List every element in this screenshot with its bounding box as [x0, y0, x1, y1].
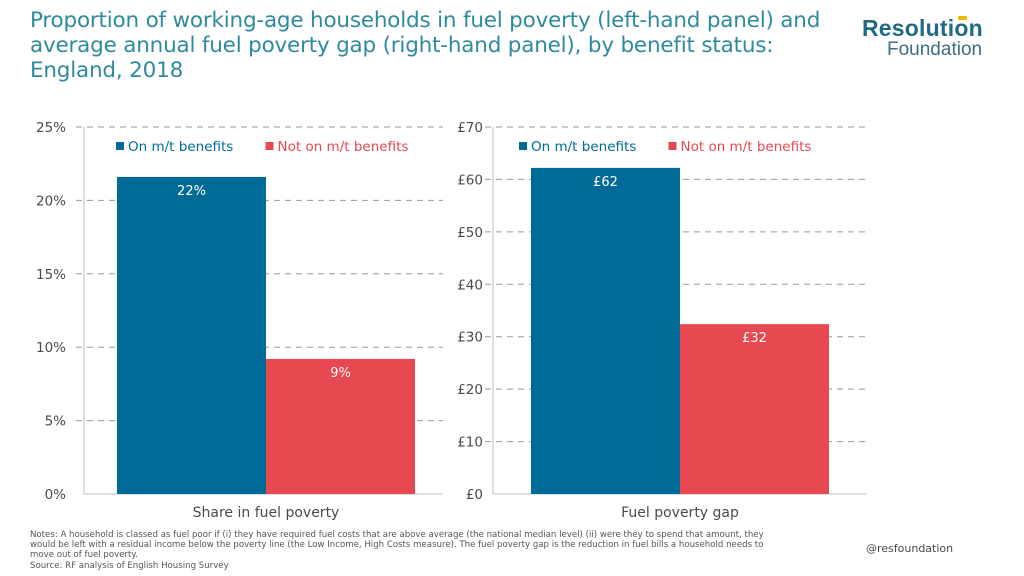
- panel-2-bar-not-on-benefits: [680, 324, 829, 494]
- panel-1-data-label: 9%: [330, 366, 351, 381]
- panel-1-legend-label: Not on m/t benefits: [278, 139, 409, 155]
- panel-2-ytick-label: £10: [457, 435, 483, 451]
- panel-1-legend-swatch: [116, 142, 124, 150]
- notes-source: Source: RF analysis of English Housing S…: [30, 560, 229, 571]
- panel-2-ytick-label: £50: [457, 225, 483, 241]
- notes-block: Notes: A household is classed as fuel po…: [30, 530, 850, 571]
- logo-accent-mark: [958, 16, 967, 20]
- panel-1-x-label: Share in fuel poverty: [193, 505, 340, 521]
- panel-2-data-label: £62: [593, 175, 618, 190]
- chart-title: Proportion of working-age households in …: [30, 8, 821, 83]
- logo-text-bottom: Foundation: [887, 39, 983, 60]
- panel-1-bar-on-benefits: [117, 176, 266, 495]
- panel-1-ytick-label: 5%: [45, 414, 67, 430]
- panel-1-bar-not-on-benefits: [266, 358, 415, 494]
- panel-1-data-label: 22%: [177, 184, 206, 199]
- panel-2-ytick-label: £20: [457, 382, 483, 398]
- panel-2-x-label: Fuel poverty gap: [621, 505, 739, 521]
- panel-1-legend-swatch: [265, 142, 274, 150]
- panel-2-ytick-label: £40: [457, 277, 483, 293]
- panel-2-legend-swatch: [668, 142, 677, 150]
- panel-2-legend-label: On m/t benefits: [531, 139, 636, 155]
- panel-1-ytick-label: 20%: [36, 193, 66, 209]
- notes-line-1: Notes: A household is classed as fuel po…: [30, 530, 764, 540]
- panel-1-ytick-label: 15%: [36, 267, 66, 283]
- panel-1-legend-label: On m/t benefits: [128, 139, 233, 155]
- panel-2-ytick-label: £30: [457, 330, 483, 346]
- panel-1-ytick-label: 25%: [36, 120, 66, 136]
- panel-2-ytick-label: £60: [457, 172, 483, 188]
- panel-2-data-label: £32: [742, 331, 767, 346]
- panel-1-ytick-label: 10%: [36, 340, 66, 356]
- panel-2-ytick-label: £0: [466, 487, 483, 503]
- notes-line-3: move out of fuel poverty.: [30, 550, 139, 561]
- panel-2-legend-swatch: [519, 142, 527, 150]
- panel-2-ytick-label: £70: [457, 120, 483, 136]
- panel-2-legend-label: Not on m/t benefits: [681, 139, 812, 155]
- resolution-foundation-logo: Resolution Foundation: [862, 16, 1002, 60]
- notes-line-2: would be left with a residual income bel…: [30, 540, 764, 551]
- logo-text-top: Resolution: [862, 15, 983, 41]
- panel-2-bar-on-benefits: [531, 167, 680, 494]
- panel-1-ytick-label: 0%: [45, 487, 67, 503]
- twitter-handle: @resfoundation: [866, 542, 954, 555]
